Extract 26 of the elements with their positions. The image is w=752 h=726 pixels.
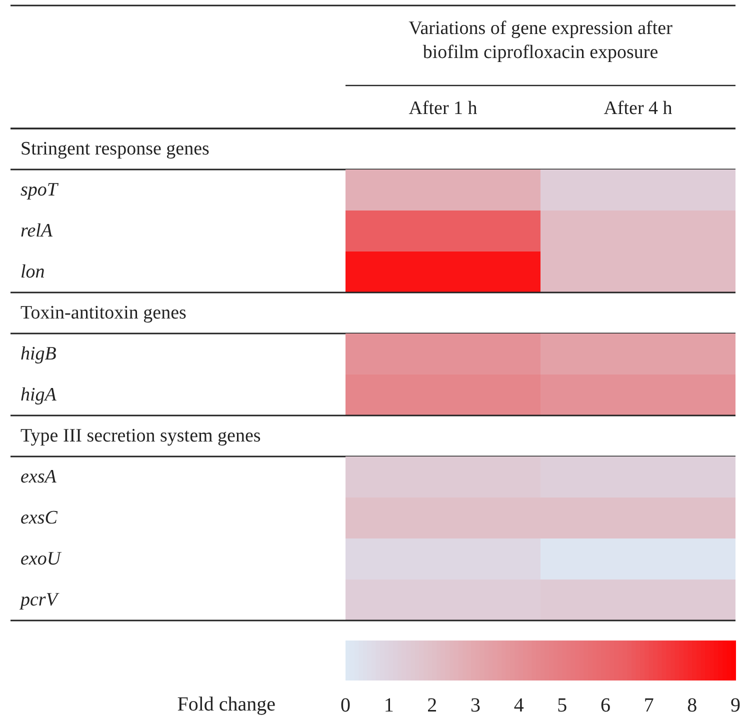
y-tick-label: Stringent response genes (20, 138, 210, 160)
y-tick-label: spoT (20, 180, 59, 200)
x-tick-label: After 1 h (408, 98, 478, 119)
y-tick-label: exoU (20, 548, 62, 570)
color-bar-label: 4 (514, 694, 524, 716)
color-bar-label: 8 (687, 694, 698, 716)
y-tick-label: pcrV (18, 590, 60, 610)
color-bar-title: Fold change (177, 694, 276, 716)
y-tick-label: exsC (20, 508, 58, 528)
y-tick-label: Toxin-antitoxin genes (20, 302, 186, 324)
color-bar-label: 2 (427, 694, 438, 716)
y-tick-label: lon (20, 262, 45, 282)
y-tick-label: exsA (20, 466, 57, 488)
chart-title: Variations of gene expression after biofilm ciprofloxacin exposure (408, 18, 674, 63)
color-bar-label: 0 (340, 694, 350, 716)
color-bar-label: 3 (470, 694, 480, 716)
color-bar-label: 5 (557, 694, 568, 716)
color-bar-label: 9 (730, 694, 740, 716)
color-bar-label: 1 (384, 694, 394, 716)
color-bar-label: 7 (644, 694, 654, 716)
color-bar-label: 6 (600, 694, 610, 716)
y-tick-label: higA (20, 384, 57, 406)
y-tick-label: relA (20, 220, 53, 242)
y-tick-label: higB (20, 344, 57, 364)
x-tick-label: After 4 h (604, 98, 673, 119)
y-tick-label: Type III secretion system genes (20, 426, 261, 446)
